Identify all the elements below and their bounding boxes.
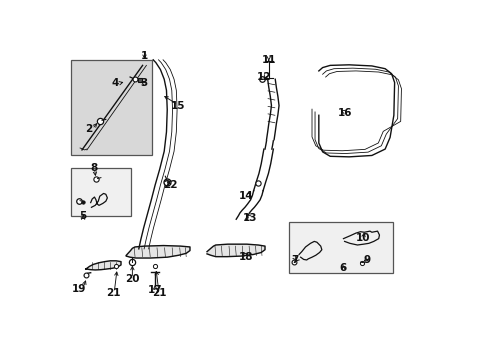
Text: 13: 13: [242, 213, 257, 224]
Text: 22: 22: [163, 180, 177, 190]
Text: 18: 18: [238, 252, 253, 262]
Text: 20: 20: [125, 274, 140, 284]
Text: 19: 19: [72, 284, 86, 293]
Text: 14: 14: [238, 191, 253, 201]
Text: 11: 11: [261, 55, 276, 65]
Bar: [70, 168, 131, 216]
Text: 21: 21: [106, 288, 121, 298]
Text: 5: 5: [80, 211, 86, 221]
Polygon shape: [85, 261, 121, 270]
Text: 16: 16: [337, 108, 351, 118]
Text: 4: 4: [111, 78, 119, 89]
Text: 6: 6: [339, 263, 346, 273]
Text: 12: 12: [256, 72, 270, 82]
Text: 3: 3: [140, 78, 147, 89]
Polygon shape: [126, 246, 189, 258]
Text: 7: 7: [291, 255, 298, 265]
Text: 10: 10: [356, 233, 370, 243]
Text: 9: 9: [363, 255, 370, 265]
Text: 17: 17: [147, 285, 162, 296]
Polygon shape: [206, 244, 264, 257]
Text: 8: 8: [91, 163, 98, 174]
Bar: [70, 60, 152, 156]
Text: 21: 21: [151, 288, 166, 298]
Text: 1: 1: [141, 51, 148, 61]
Text: 15: 15: [170, 100, 185, 111]
Text: 2: 2: [84, 124, 92, 134]
Bar: [288, 222, 392, 273]
